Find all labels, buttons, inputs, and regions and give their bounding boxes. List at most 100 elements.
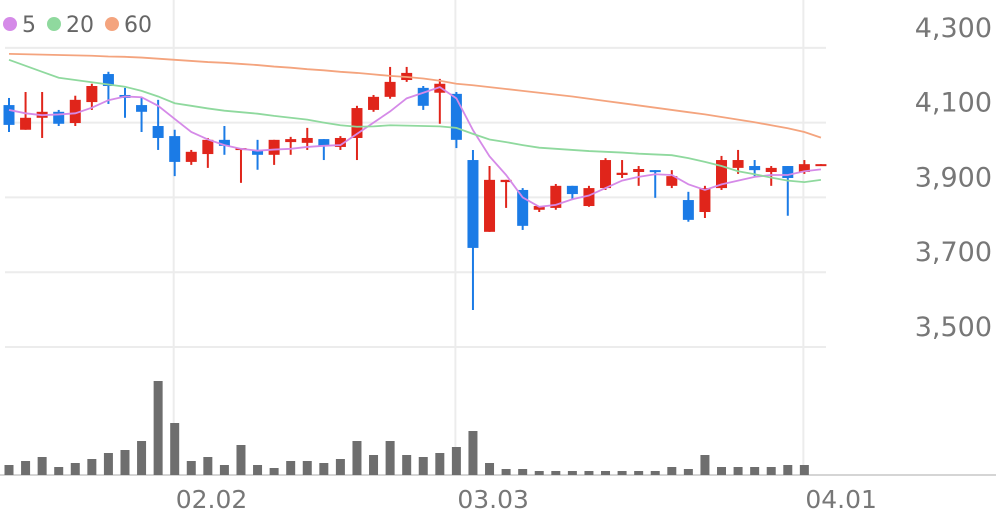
volume-bar xyxy=(369,455,379,475)
candle-body xyxy=(368,96,380,110)
volume-bar xyxy=(601,471,611,475)
candle-body xyxy=(616,172,628,175)
candle-body xyxy=(351,108,363,138)
candle-body xyxy=(815,164,827,167)
volume-bar xyxy=(551,471,561,475)
y-tick-label: 4,100 xyxy=(915,88,992,119)
ma-line xyxy=(8,52,822,139)
volume-bar xyxy=(236,445,246,475)
candle-body xyxy=(682,200,694,220)
candle-body xyxy=(533,206,545,210)
volume-bar xyxy=(667,467,677,475)
ma-line xyxy=(8,86,822,208)
volume-bar xyxy=(534,471,544,475)
candle-body xyxy=(185,151,197,162)
volume-bar xyxy=(435,453,445,475)
candle-body xyxy=(450,93,462,140)
candle-body xyxy=(86,86,98,103)
legend-dot xyxy=(105,17,119,31)
volume-bar xyxy=(87,459,97,475)
volume-bar xyxy=(567,471,577,475)
legend-label: 60 xyxy=(124,13,152,38)
candle-body xyxy=(699,188,711,213)
volume-bar xyxy=(418,457,428,475)
candle-body xyxy=(765,167,777,173)
candle-body xyxy=(666,176,678,186)
legend-label: 5 xyxy=(22,13,36,38)
volume-bar xyxy=(485,463,495,475)
candle-body xyxy=(169,136,181,162)
candle-body xyxy=(252,149,264,155)
legend-bg xyxy=(0,8,172,40)
candle-body xyxy=(749,166,761,171)
y-tick-label: 3,700 xyxy=(915,237,992,268)
volume-bar xyxy=(402,455,412,475)
candle-body xyxy=(20,117,32,130)
candle-body xyxy=(3,105,15,125)
volume-bar xyxy=(103,453,113,475)
candle-body xyxy=(550,185,562,208)
volume-bar xyxy=(120,450,130,475)
volume-bar xyxy=(650,471,660,475)
volume-bar xyxy=(54,467,64,475)
candle-body xyxy=(434,83,446,93)
volume-bar xyxy=(634,471,644,475)
volume-bar xyxy=(37,457,47,475)
candle-body xyxy=(218,139,230,146)
volume-bar xyxy=(683,469,693,475)
candle-body xyxy=(417,87,429,106)
candle-body xyxy=(334,137,346,147)
candle-body xyxy=(285,139,297,143)
volume-bar xyxy=(137,441,147,475)
candle-body xyxy=(484,179,496,232)
volume-bar xyxy=(783,465,793,475)
volume-bar xyxy=(219,465,229,475)
candle-body xyxy=(69,99,81,124)
volume-bar xyxy=(501,469,511,475)
legend-label: 20 xyxy=(66,13,94,38)
x-tick-label: 04.01 xyxy=(805,485,877,514)
volume-bar xyxy=(269,468,279,475)
volume-bar xyxy=(750,467,760,475)
volume-bar xyxy=(468,431,478,475)
volume-bar xyxy=(766,467,776,475)
volume-bar xyxy=(286,461,296,475)
candle-body xyxy=(517,189,529,226)
legend-dot xyxy=(47,17,61,31)
volume-bar xyxy=(203,457,213,475)
x-tick-label: 03.03 xyxy=(457,485,529,514)
volume-bar xyxy=(319,463,329,475)
candle-body xyxy=(732,160,744,168)
candle-body xyxy=(384,81,396,97)
candle-body xyxy=(566,185,578,195)
volume-bar xyxy=(584,471,594,475)
ma-line xyxy=(8,58,822,184)
candle-body xyxy=(716,160,728,189)
volume-bar xyxy=(799,465,809,475)
y-tick-label: 4,300 xyxy=(915,13,992,44)
volume-bar xyxy=(451,447,461,475)
candle-body xyxy=(649,170,661,173)
volume-bar xyxy=(70,463,80,475)
volume-bar xyxy=(717,467,727,475)
volume-bar xyxy=(700,455,710,475)
legend-dot xyxy=(3,17,17,31)
y-tick-label: 3,500 xyxy=(915,312,992,343)
volume-bar xyxy=(153,381,163,475)
volume-bar xyxy=(21,461,31,475)
candle-body xyxy=(202,139,214,155)
candle-body xyxy=(798,164,810,173)
candle-body xyxy=(268,139,280,155)
candle-body xyxy=(301,137,313,143)
volume-bar xyxy=(617,471,627,475)
volume-bar xyxy=(302,461,312,475)
candle-body xyxy=(102,74,114,87)
volume-bar xyxy=(186,461,196,475)
y-tick-label: 3,900 xyxy=(915,162,992,193)
volume-bar xyxy=(733,467,743,475)
candle-body xyxy=(633,169,645,173)
volume-bar xyxy=(253,465,263,475)
candle-body xyxy=(318,139,330,146)
